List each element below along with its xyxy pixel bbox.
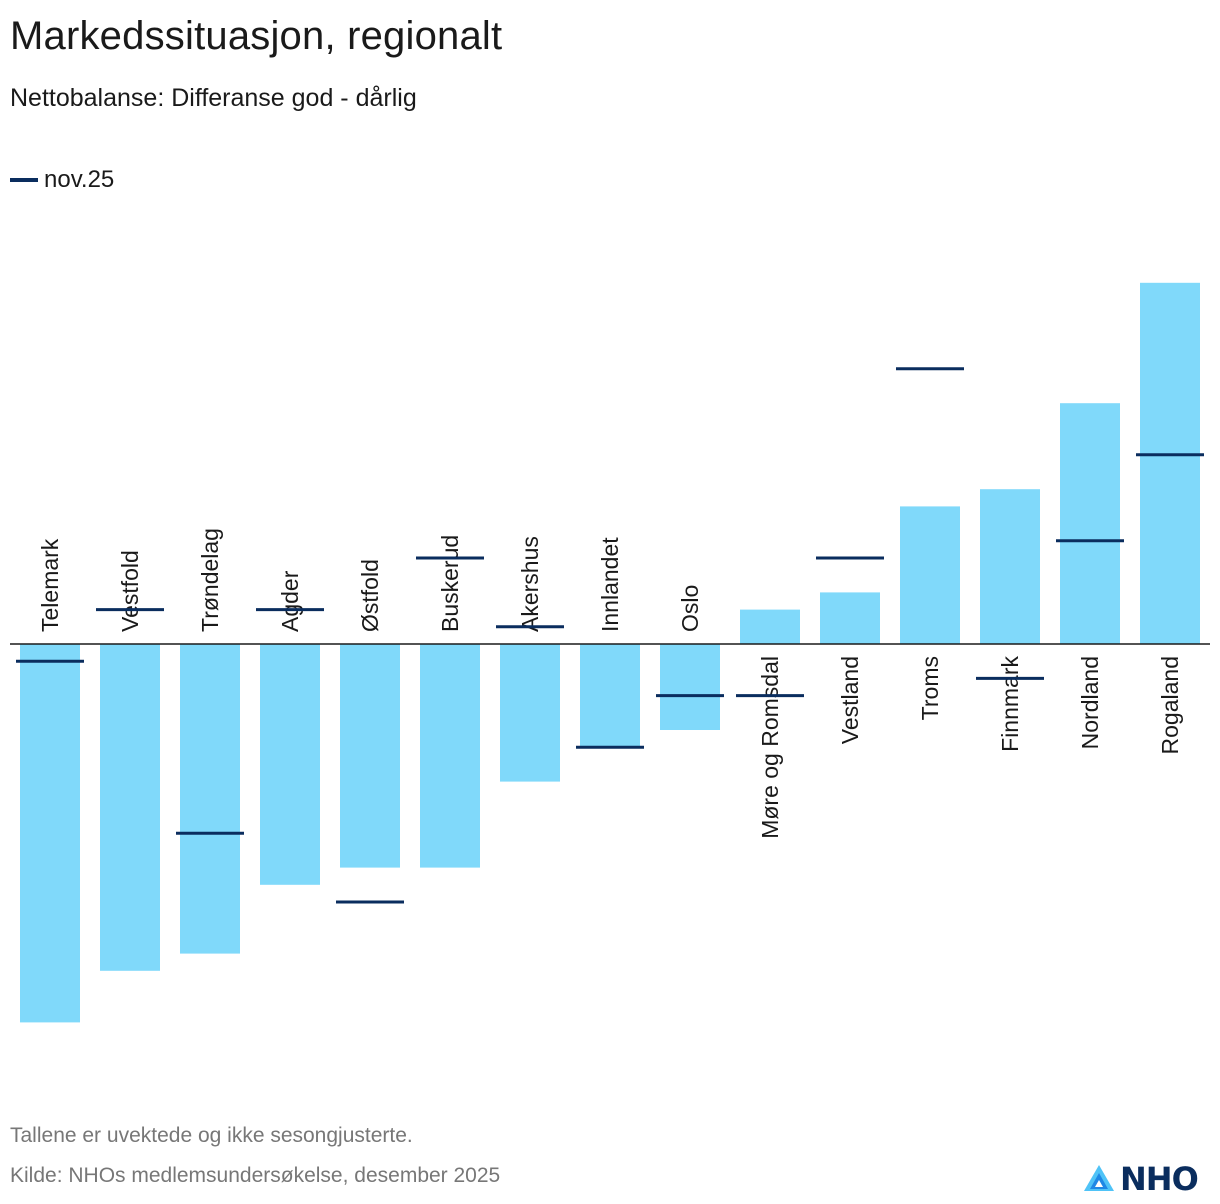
bar-buskerud [420, 644, 480, 868]
category-label-buskerud: Buskerud [437, 535, 463, 632]
bar-agder [260, 644, 320, 885]
bar-nordland [1060, 403, 1120, 644]
bar-akershus [500, 644, 560, 782]
category-label-telemark: Telemark [37, 538, 63, 632]
bar-vestland [820, 592, 880, 644]
category-label-agder: Agder [277, 570, 303, 632]
bar-finnmark [980, 489, 1040, 644]
bar-østfold [340, 644, 400, 868]
category-label-oslo: Oslo [677, 585, 703, 632]
category-label-innlandet: Innlandet [597, 537, 623, 632]
bar-telemark [20, 644, 80, 1023]
bar-oslo [660, 644, 720, 730]
category-label-finnmark: Finnmark [997, 656, 1023, 752]
nho-logo-text: NHO [1120, 1160, 1199, 1198]
bar-innlandet [580, 644, 640, 748]
legend-marker-label: nov.25 [44, 166, 115, 193]
bar-trøndelag [180, 644, 240, 954]
bar-troms [900, 506, 960, 644]
chart-plot: Telemark Vestfold Trøndelag Agder Østfold Bus… [10, 282, 1210, 1023]
source-text: Kilde: NHOs medlemsundersøkelse, desembe… [10, 1164, 501, 1187]
nho-logo: NHO [1082, 1160, 1199, 1198]
category-label-vestland: Vestland [837, 656, 863, 744]
bar-vestfold [100, 644, 160, 971]
bar-rogaland [1140, 282, 1200, 644]
category-label-nordland: Nordland [1077, 656, 1103, 749]
legend: nov.25 [10, 166, 114, 194]
bars-layer [20, 282, 1200, 1023]
legend-marker-swatch [10, 178, 38, 182]
nho-logo-mark-icon [1084, 1165, 1114, 1191]
category-label-rogaland: Rogaland [1157, 656, 1183, 754]
chart-title: Markedssituasjon, regionalt [10, 14, 503, 58]
category-label-østfold: Østfold [357, 559, 383, 632]
category-label-vestfold: Vestfold [117, 550, 143, 632]
category-label-trøndelag: Trøndelag [197, 528, 223, 632]
footnote: Tallene er uvektede og ikke sesongjuster… [10, 1124, 413, 1147]
chart-subtitle: Nettobalanse: Differanse god - dårlig [10, 84, 417, 112]
markers-layer [16, 367, 1204, 904]
category-label-akershus: Akershus [517, 536, 543, 632]
category-label-møre-og-romsdal: Møre og Romsdal [757, 656, 783, 839]
bar-møre-og-romsdal [740, 609, 800, 644]
category-label-troms: Troms [917, 656, 943, 720]
category-labels-layer: Telemark Vestfold Trøndelag Agder Østfold Bus… [37, 528, 1183, 839]
